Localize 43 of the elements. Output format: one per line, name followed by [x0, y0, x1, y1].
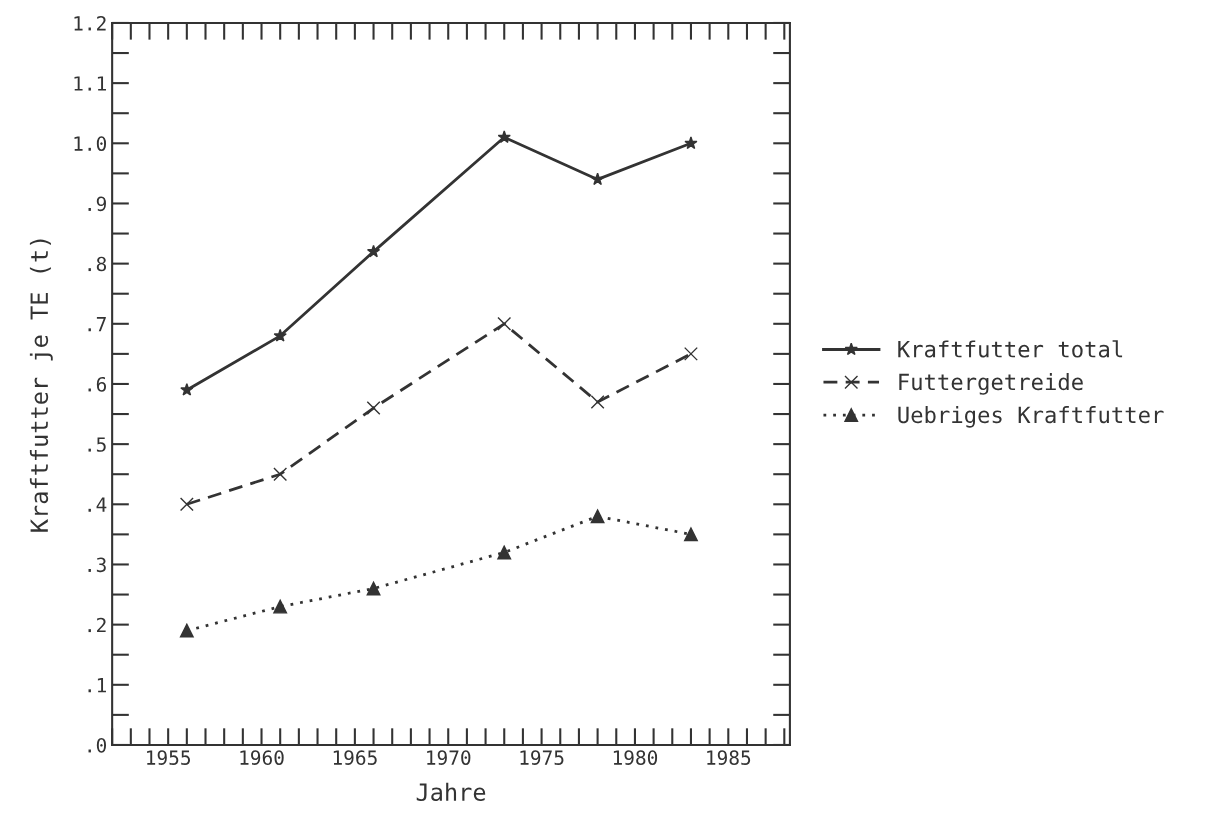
point [273, 328, 287, 342]
point [273, 467, 288, 482]
point [179, 623, 194, 638]
y-axis-title: Kraftfutter je TE (t) [29, 239, 53, 532]
y-tick-label: 1.1 [74, 76, 106, 91]
point [684, 136, 698, 150]
point [497, 130, 511, 144]
point [366, 244, 381, 258]
point [179, 497, 194, 512]
y-tick-label: 1.0 [74, 136, 107, 152]
x-tick-label: 1970 [427, 750, 471, 765]
x-tick-label: 1985 [707, 750, 751, 765]
x-tick-label: 1965 [333, 750, 377, 765]
y-tick-label: .4 [88, 497, 107, 512]
y-tick-label: .7 [88, 317, 106, 332]
point [366, 401, 381, 415]
x-tick-label: 1955 [147, 750, 191, 765]
y-tick-label: .5 [88, 437, 106, 452]
y-tick-label: .1 [88, 678, 106, 693]
legend-label: Kraftfutter total [898, 340, 1123, 358]
point [590, 509, 605, 524]
x-tick-label: 1975 [520, 750, 564, 765]
legend-label: Futtergetreide [899, 373, 1083, 395]
x-tick-label: 1980 [613, 750, 658, 765]
point [684, 527, 698, 542]
point [684, 346, 698, 361]
point [180, 383, 194, 396]
point [273, 599, 288, 614]
point [366, 581, 381, 596]
y-tick-label: .8 [88, 256, 107, 272]
point [497, 545, 512, 560]
y-tick-label: .6 [88, 376, 107, 392]
x-tick-label: 1960 [240, 750, 284, 765]
y-tick-label: 1.2 [74, 15, 106, 31]
y-tick-label: .0 [88, 737, 107, 753]
y-tick-label: .3 [88, 557, 106, 573]
point [497, 316, 512, 331]
x-axis-title: Jahre [416, 782, 486, 802]
legend-label: Uebriges Kraftfutter [898, 406, 1164, 428]
point [590, 395, 605, 409]
y-tick-label: .2 [88, 617, 106, 633]
y-tick-label: .9 [88, 196, 106, 212]
point [590, 172, 605, 186]
